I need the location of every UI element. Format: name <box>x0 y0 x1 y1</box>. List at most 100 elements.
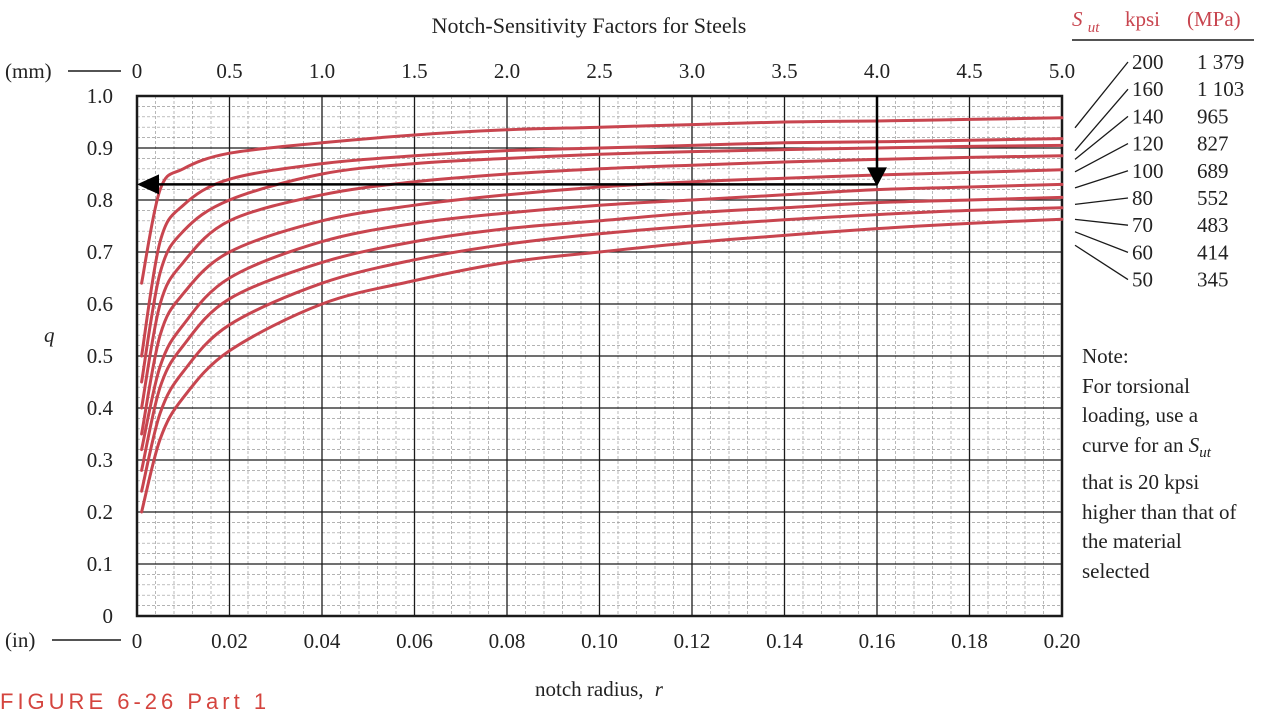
curve-sut-140 <box>140 143 1064 384</box>
legend-kpsi-value: 60 <box>1132 240 1153 264</box>
legend-kpsi-value: 80 <box>1132 186 1153 210</box>
legend-kpsi-value: 160 <box>1132 77 1164 101</box>
y-axis-label: q <box>44 323 55 347</box>
note-line: that is 20 kpsi <box>1082 470 1200 495</box>
legend-leader-line <box>1074 143 1129 173</box>
x-tick-label: 0.16 <box>859 629 896 653</box>
annotation-arrow-down-head <box>867 167 887 187</box>
x-tick-label: 0.18 <box>951 629 988 653</box>
x-tick-label: 0.20 <box>1044 629 1081 653</box>
x2-tick-label: 5.0 <box>1049 59 1075 83</box>
x2-tick-label: 0 <box>132 59 143 83</box>
legend-leader-line <box>1074 61 1129 129</box>
legend-header-kpsi: kpsi <box>1125 7 1160 31</box>
legend-mpa-value: 1 379 <box>1197 50 1244 74</box>
x2-tick-label: 3.0 <box>679 59 705 83</box>
y-tick-label: 0.5 <box>87 344 113 368</box>
legend-leader-line <box>1074 218 1129 226</box>
legend-kpsi-value: 140 <box>1132 104 1164 128</box>
x-tick-label: 0.08 <box>489 629 526 653</box>
curve-sut-100 <box>140 168 1064 436</box>
legend-rows: 200 1 379 160 1 103 140 965 120 827 100 689 80 552 7… <box>1074 50 1244 292</box>
legend-mpa-value: 1 103 <box>1197 77 1244 101</box>
legend-leader-line <box>1074 115 1129 160</box>
legend-mpa-value: 414 <box>1197 240 1229 264</box>
x-tick-label: 0.12 <box>674 629 711 653</box>
legend-mpa-value: 552 <box>1197 186 1229 210</box>
legend-kpsi-value: 50 <box>1132 268 1153 292</box>
note-line: Note: <box>1082 344 1129 368</box>
note-line: selected <box>1082 558 1150 583</box>
x-tick-label: 0.10 <box>581 629 618 653</box>
legend-header: S ut kpsi (MPa) <box>1072 7 1254 41</box>
legend-leader-line <box>1074 244 1129 281</box>
note-line: loading, use a <box>1082 403 1199 427</box>
y-tick-label: 0.3 <box>87 448 113 472</box>
y-tick-label: 0.9 <box>87 136 113 160</box>
legend-leader-line <box>1074 197 1129 206</box>
note-sut-symbol: S <box>1188 432 1200 457</box>
x-axis-label-symbol: r <box>655 677 664 701</box>
x-axis-label: notch radius, r <box>535 677 664 701</box>
annotation-arrow-left-head <box>137 174 159 195</box>
x2-tick-label: 4.5 <box>956 59 982 83</box>
y-tick-label: 0.8 <box>87 188 113 212</box>
x-tick-label: 0.14 <box>766 629 803 653</box>
legend-leader-line <box>1074 231 1129 254</box>
y-tick-label: 0.1 <box>87 552 113 576</box>
legend-kpsi-value: 100 <box>1132 159 1164 183</box>
legend-mpa-value: 965 <box>1197 104 1229 128</box>
major-grid <box>137 96 1062 616</box>
y-tick-labels: 0 0.1 0.2 0.3 0.4 0.5 0.6 0.7 0.8 0.9 1.0 <box>87 84 114 628</box>
note-line: For torsional <box>1082 373 1190 398</box>
annotation-arrows <box>137 96 887 195</box>
note-line: the material <box>1082 529 1182 554</box>
legend-mpa-value: 827 <box>1197 132 1229 156</box>
legend-mpa-value: 689 <box>1197 159 1229 183</box>
legend-header-mpa: (MPa) <box>1187 7 1241 31</box>
x-tick-labels-mm: 0 0.5 1.0 1.5 2.0 2.5 3.0 3.5 4.0 4.5 5.0 <box>132 59 1075 83</box>
note-line: higher than that of <box>1082 499 1237 524</box>
note-line: curve for an Sut <box>1082 431 1267 469</box>
curve-sut-70 <box>140 195 1064 472</box>
legend-header-sut-sub: ut <box>1088 20 1101 36</box>
curve-sut-60 <box>140 206 1064 493</box>
y-tick-label: 1.0 <box>87 84 113 108</box>
legend-kpsi-value: 70 <box>1132 213 1153 237</box>
legend-leader-line <box>1074 88 1129 152</box>
x2-tick-label: 4.0 <box>864 59 890 83</box>
x-tick-label: 0.02 <box>211 629 248 653</box>
note-sut-sub: ut <box>1199 444 1211 461</box>
legend-mpa-value: 345 <box>1197 268 1229 292</box>
x-axis-label-text: notch radius, <box>535 677 643 701</box>
x2-tick-label: 1.0 <box>309 59 335 83</box>
y-tick-label: 0.7 <box>87 240 113 264</box>
x2-tick-label: 0.5 <box>216 59 242 83</box>
x-tick-label: 0 <box>132 629 143 653</box>
x2-tick-label: 1.5 <box>401 59 427 83</box>
y-tick-label: 0.6 <box>87 292 113 316</box>
figure-caption: FIGURE 6-26 Part 1 <box>0 689 271 714</box>
plot-frame <box>135 94 1064 618</box>
x2-tick-label: 3.5 <box>771 59 797 83</box>
legend-kpsi-value: 200 <box>1132 50 1164 74</box>
legend-leader-line <box>1074 170 1129 189</box>
legend-kpsi-value: 120 <box>1132 132 1164 156</box>
x2-unit-label-mm: (mm) <box>5 59 52 83</box>
x2-tick-label: 2.5 <box>586 59 612 83</box>
x-tick-labels-inch: 0 0.02 0.04 0.06 0.08 0.10 0.12 0.14 0.16 0.18 0.2… <box>132 629 1081 653</box>
legend-mpa-value: 483 <box>1197 213 1229 237</box>
legend-header-sut: S ut <box>1072 7 1100 36</box>
note-line-text: curve for an <box>1082 432 1184 457</box>
x-unit-label-in: (in) <box>5 628 35 652</box>
x-tick-label: 0.06 <box>396 629 433 653</box>
y-tick-label: 0.2 <box>87 500 113 524</box>
y-tick-label: 0 <box>103 604 114 628</box>
chart-title: Notch-Sensitivity Factors for Steels <box>432 13 747 38</box>
curve-sut-80 <box>140 182 1064 452</box>
curve-sut-120 <box>140 154 1064 410</box>
x-tick-label: 0.04 <box>304 629 341 653</box>
x2-tick-label: 2.0 <box>494 59 520 83</box>
curve-sut-50 <box>140 217 1064 514</box>
